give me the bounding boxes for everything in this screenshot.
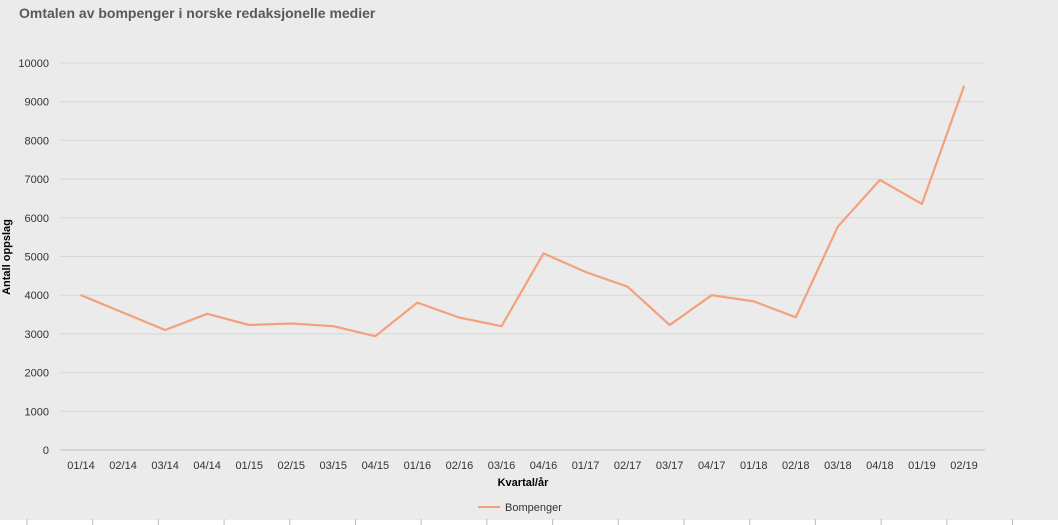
y-axis-ticks: 0 1000 2000 3000 4000 5000 6000 7000 8000 9000 100… <box>18 58 49 457</box>
y-tick-label: 10000 <box>18 58 49 70</box>
data-point <box>290 322 293 325</box>
x-tick-label: 03/14 <box>151 460 179 472</box>
y-tick-label: 8000 <box>25 135 49 147</box>
x-tick-label: 02/18 <box>782 460 810 472</box>
x-tick-label: 04/18 <box>866 460 894 472</box>
legend-label-bompenger: Bompenger <box>505 502 562 514</box>
data-point <box>879 179 881 181</box>
data-point <box>963 85 965 88</box>
data-point <box>921 203 923 205</box>
x-tick-label: 03/18 <box>824 460 852 472</box>
series-layer <box>80 85 966 338</box>
x-axis-title: Kvartal/år <box>498 477 549 489</box>
data-point <box>332 325 335 327</box>
x-tick-label: 04/14 <box>193 460 221 472</box>
data-point <box>710 294 713 297</box>
legend: Bompenger <box>478 502 562 514</box>
y-tick-label: 0 <box>43 445 49 457</box>
gridlines <box>60 62 985 451</box>
y-tick-label: 4000 <box>25 290 49 302</box>
data-point <box>206 312 208 315</box>
series-line-bompenger <box>80 85 966 338</box>
chart-title: Omtalen av bompenger i norske redaksjone… <box>19 5 376 21</box>
data-point <box>584 271 587 273</box>
y-tick-label: 2000 <box>25 368 49 380</box>
x-tick-label: 02/16 <box>446 460 474 472</box>
x-tick-label: 04/15 <box>362 460 390 472</box>
data-point <box>458 316 461 319</box>
data-point <box>80 294 82 297</box>
data-point <box>752 300 755 303</box>
x-tick-label: 02/17 <box>614 460 642 472</box>
y-axis-title: Antall oppslag <box>1 219 13 295</box>
x-tick-label: 01/17 <box>572 460 600 472</box>
y-tick-label: 6000 <box>25 213 49 225</box>
x-tick-label: 01/14 <box>67 460 95 472</box>
x-tick-label: 04/16 <box>530 460 558 472</box>
x-tick-label: 01/18 <box>740 460 768 472</box>
data-point <box>668 324 671 326</box>
y-tick-label: 7000 <box>25 174 49 186</box>
x-tick-label: 03/17 <box>656 460 684 472</box>
x-axis-ticks: 01/14 02/14 03/14 04/14 01/15 02/15 03/15 04/15… <box>67 460 977 472</box>
y-tick-label: 3000 <box>25 329 49 341</box>
data-point <box>122 311 124 314</box>
x-tick-label: 01/15 <box>235 460 263 472</box>
x-tick-label: 04/17 <box>698 460 726 472</box>
data-point <box>416 301 419 304</box>
y-tick-label: 9000 <box>25 97 49 109</box>
bottom-strip <box>0 519 1058 525</box>
data-point <box>500 325 503 327</box>
data-point <box>542 252 545 255</box>
data-point <box>374 335 377 338</box>
data-point <box>248 324 251 326</box>
y-tick-label: 1000 <box>25 406 49 418</box>
data-point <box>164 329 166 331</box>
data-point <box>837 225 839 228</box>
data-point <box>794 316 797 319</box>
data-point <box>626 285 629 288</box>
x-tick-label: 01/16 <box>404 460 432 472</box>
x-tick-label: 02/19 <box>950 460 978 472</box>
y-tick-label: 5000 <box>25 252 49 264</box>
x-tick-label: 02/15 <box>277 460 305 472</box>
x-tick-label: 01/19 <box>908 460 936 472</box>
x-tick-label: 03/16 <box>488 460 516 472</box>
x-tick-label: 03/15 <box>320 460 348 472</box>
x-tick-label: 02/14 <box>109 460 137 472</box>
